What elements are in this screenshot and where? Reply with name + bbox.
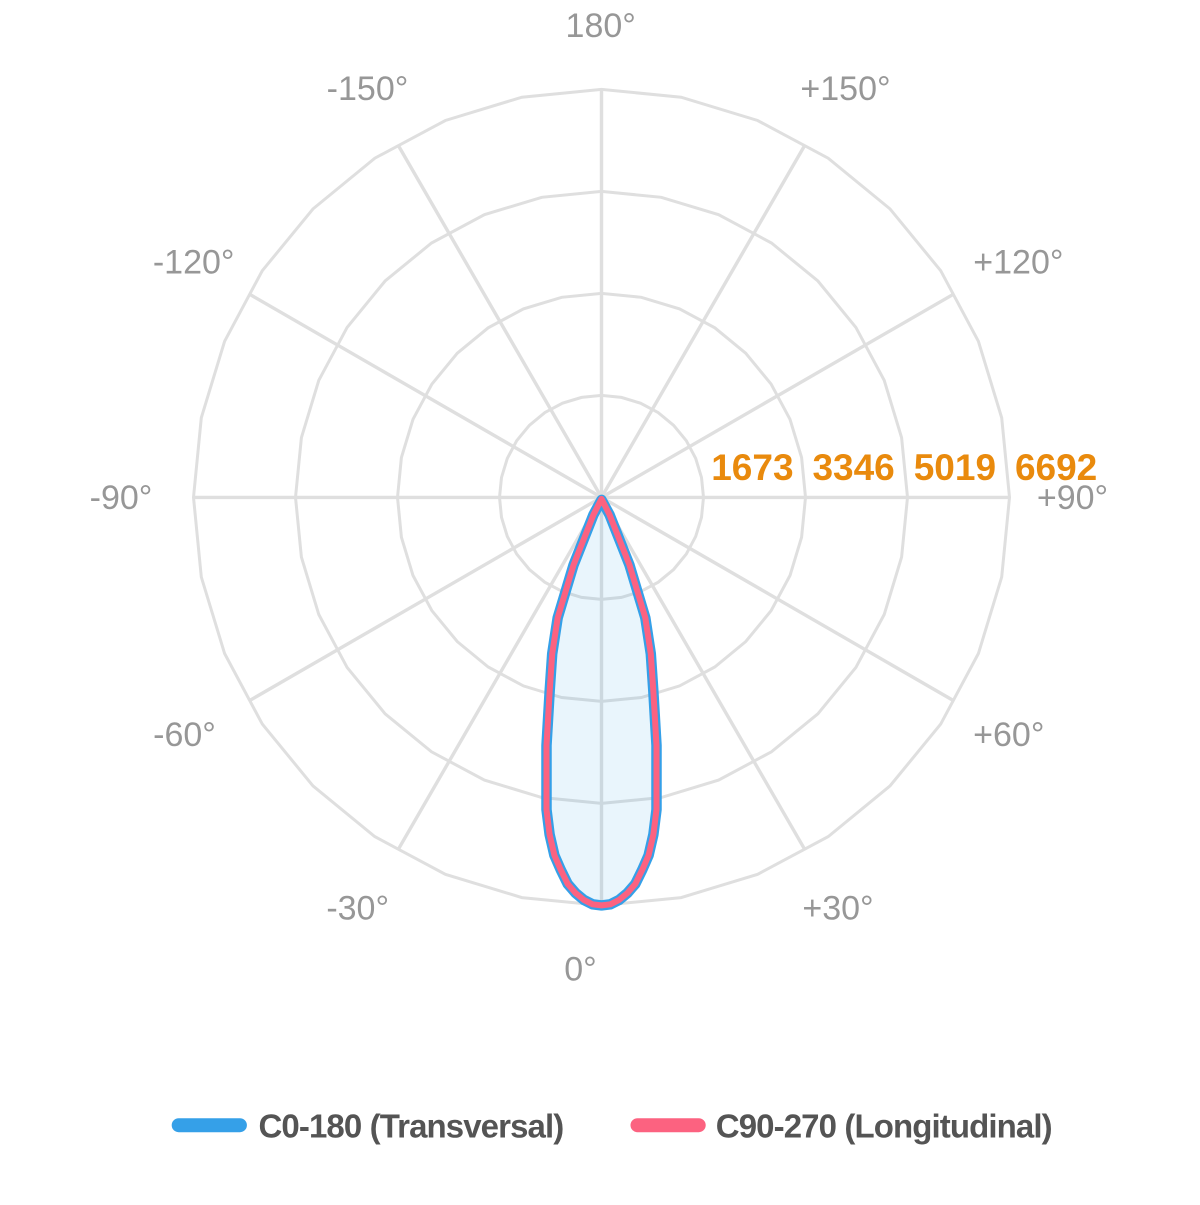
svg-text:C0-180 (Transversal): C0-180 (Transversal) — [259, 1108, 564, 1145]
svg-text:+150°: +150° — [800, 70, 890, 108]
svg-text:-120°: -120° — [153, 243, 235, 281]
svg-text:-150°: -150° — [327, 70, 409, 108]
svg-text:+30°: +30° — [802, 889, 873, 927]
svg-text:-90°: -90° — [90, 479, 153, 517]
svg-text:5019: 5019 — [914, 447, 996, 488]
svg-text:C90-270 (Longitudinal): C90-270 (Longitudinal) — [716, 1108, 1052, 1145]
svg-text:+90°: +90° — [1037, 479, 1108, 517]
svg-text:6692: 6692 — [1015, 447, 1097, 488]
svg-text:1673: 1673 — [711, 447, 793, 488]
svg-text:+60°: +60° — [973, 716, 1044, 754]
svg-text:0°: 0° — [564, 951, 597, 989]
svg-text:3346: 3346 — [812, 447, 894, 488]
svg-text:-30°: -30° — [326, 889, 389, 927]
svg-text:-60°: -60° — [153, 716, 216, 754]
svg-text:+120°: +120° — [973, 243, 1063, 281]
svg-text:180°: 180° — [566, 7, 636, 45]
